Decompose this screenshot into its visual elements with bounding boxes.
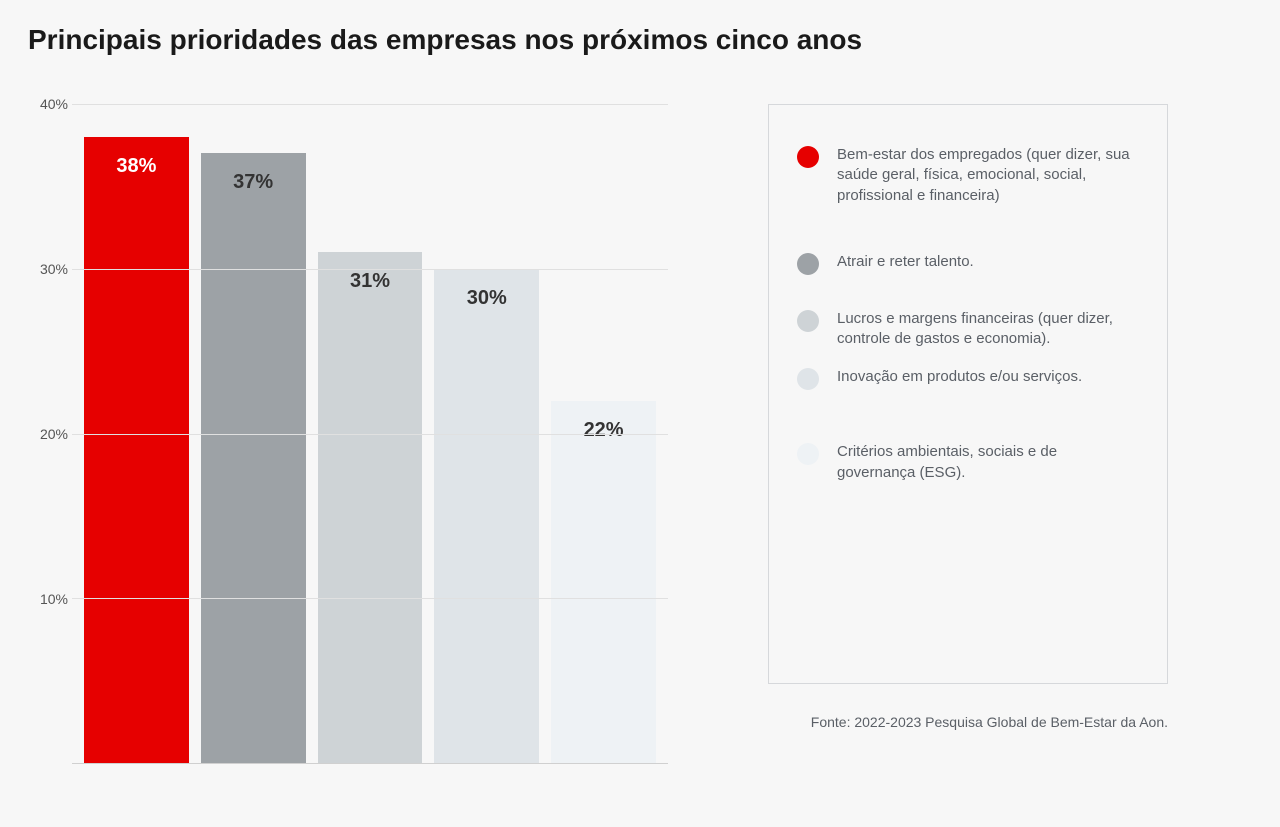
legend: Bem-estar dos empregados (quer dizer, su… xyxy=(768,104,1168,684)
bar: 30% xyxy=(434,269,539,763)
legend-dot-icon xyxy=(797,146,819,168)
y-axis: 10%20%30%40% xyxy=(28,104,72,764)
y-tick-label: 40% xyxy=(40,96,68,112)
bar-value-label: 30% xyxy=(467,287,507,310)
y-tick-label: 20% xyxy=(40,426,68,442)
legend-dot-icon xyxy=(797,368,819,390)
grid-line xyxy=(72,598,668,599)
legend-dot-icon xyxy=(797,253,819,275)
bar-chart: 10%20%30%40% 38%37%31%30%22% xyxy=(28,104,668,764)
bar: 38% xyxy=(84,137,189,763)
grid-line xyxy=(72,104,668,105)
bar-value-label: 31% xyxy=(350,270,390,293)
bar: 22% xyxy=(551,401,656,763)
legend-dot-icon xyxy=(797,443,819,465)
legend-item: Bem-estar dos empregados (quer dizer, su… xyxy=(797,145,1139,206)
bar: 31% xyxy=(318,252,423,763)
legend-item: Lucros e margens financeiras (quer dizer… xyxy=(797,309,1139,350)
legend-item: Critérios ambientais, sociais e de gover… xyxy=(797,442,1139,483)
legend-label: Critérios ambientais, sociais e de gover… xyxy=(837,442,1139,483)
y-tick-label: 10% xyxy=(40,591,68,607)
legend-dot-icon xyxy=(797,310,819,332)
legend-label: Lucros e margens financeiras (quer dizer… xyxy=(837,309,1139,350)
legend-label: Bem-estar dos empregados (quer dizer, su… xyxy=(837,145,1139,206)
legend-label: Atrair e reter talento. xyxy=(837,252,974,272)
grid-line xyxy=(72,434,668,435)
plot-area: 38% 37% 31% 30% 22% xyxy=(72,104,668,764)
legend-label: Inovação em produtos e/ou serviços. xyxy=(837,367,1082,387)
legend-item: Atrair e reter talento. xyxy=(797,252,1139,275)
bar-value-label: 38% xyxy=(116,155,156,178)
bar-value-label: 22% xyxy=(584,419,624,442)
chart-title: Principais prioridades das empresas nos … xyxy=(28,24,1248,56)
bar-value-label: 37% xyxy=(233,171,273,194)
legend-item: Inovação em produtos e/ou serviços. xyxy=(797,367,1139,390)
right-column: Bem-estar dos empregados (quer dizer, su… xyxy=(768,104,1168,730)
y-tick-label: 30% xyxy=(40,261,68,277)
grid-line xyxy=(72,269,668,270)
content-row: 10%20%30%40% 38%37%31%30%22% Bem-estar d… xyxy=(28,104,1248,764)
source-text: Fonte: 2022-2023 Pesquisa Global de Bem-… xyxy=(768,714,1168,730)
bar: 37% xyxy=(201,153,306,763)
